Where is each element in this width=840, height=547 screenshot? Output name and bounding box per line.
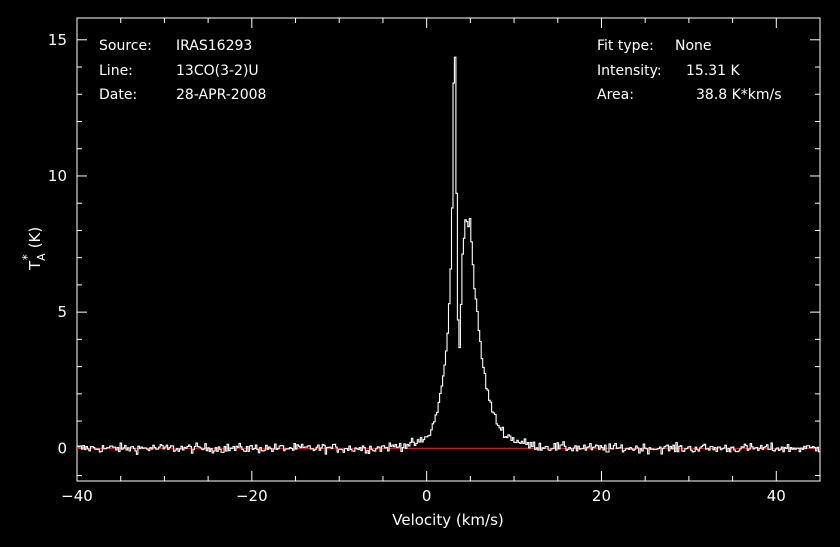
date-label: Date:	[99, 87, 137, 103]
data-series	[77, 56, 820, 455]
x-axis-label: Velocity (km/s)	[392, 511, 503, 529]
y-axis-label-text: TA* (K)	[20, 227, 48, 271]
intensity-value: 15.31 K	[686, 63, 741, 79]
spectrum-line	[77, 56, 820, 455]
x-tick-label: 40	[767, 487, 786, 505]
y-label-unit: (K)	[26, 227, 44, 249]
date-value: 28-APR-2008	[176, 87, 266, 103]
y-axis-label: TA* (K)	[20, 227, 48, 271]
y-label-sub: A	[35, 253, 48, 261]
y-tick-label: 0	[57, 439, 67, 457]
axis-ticks	[76, 18, 821, 481]
plot-frame	[76, 17, 821, 482]
x-tick-label: −20	[236, 487, 268, 505]
fit-type-label: Fit type:	[597, 38, 654, 54]
info-right: Fit type: None Intensity: 15.31 K Area: …	[597, 38, 782, 103]
line-label: Line:	[99, 63, 133, 79]
y-label-main: T	[26, 260, 44, 271]
y-tick-label: 5	[57, 303, 67, 321]
x-tick-label: 20	[592, 487, 611, 505]
y-label-sup: *	[20, 254, 34, 260]
area-value: 38.8 K*km/s	[696, 87, 782, 103]
y-tick-label: 15	[48, 31, 67, 49]
area-label: Area:	[597, 87, 634, 103]
y-tick-label: 10	[48, 167, 67, 185]
source-value: IRAS16293	[176, 38, 252, 54]
x-tick-label: −40	[61, 487, 93, 505]
tick-labels: −40 −20 0 20 40 0 5 10 15	[48, 31, 786, 505]
info-left: Source: IRAS16293 Line: 13CO(3-2)U Date:…	[99, 38, 266, 103]
source-label: Source:	[99, 38, 152, 54]
x-tick-label: 0	[422, 487, 432, 505]
fit-type-value: None	[675, 38, 712, 54]
intensity-label: Intensity:	[597, 63, 662, 79]
line-value: 13CO(3-2)U	[176, 63, 259, 79]
